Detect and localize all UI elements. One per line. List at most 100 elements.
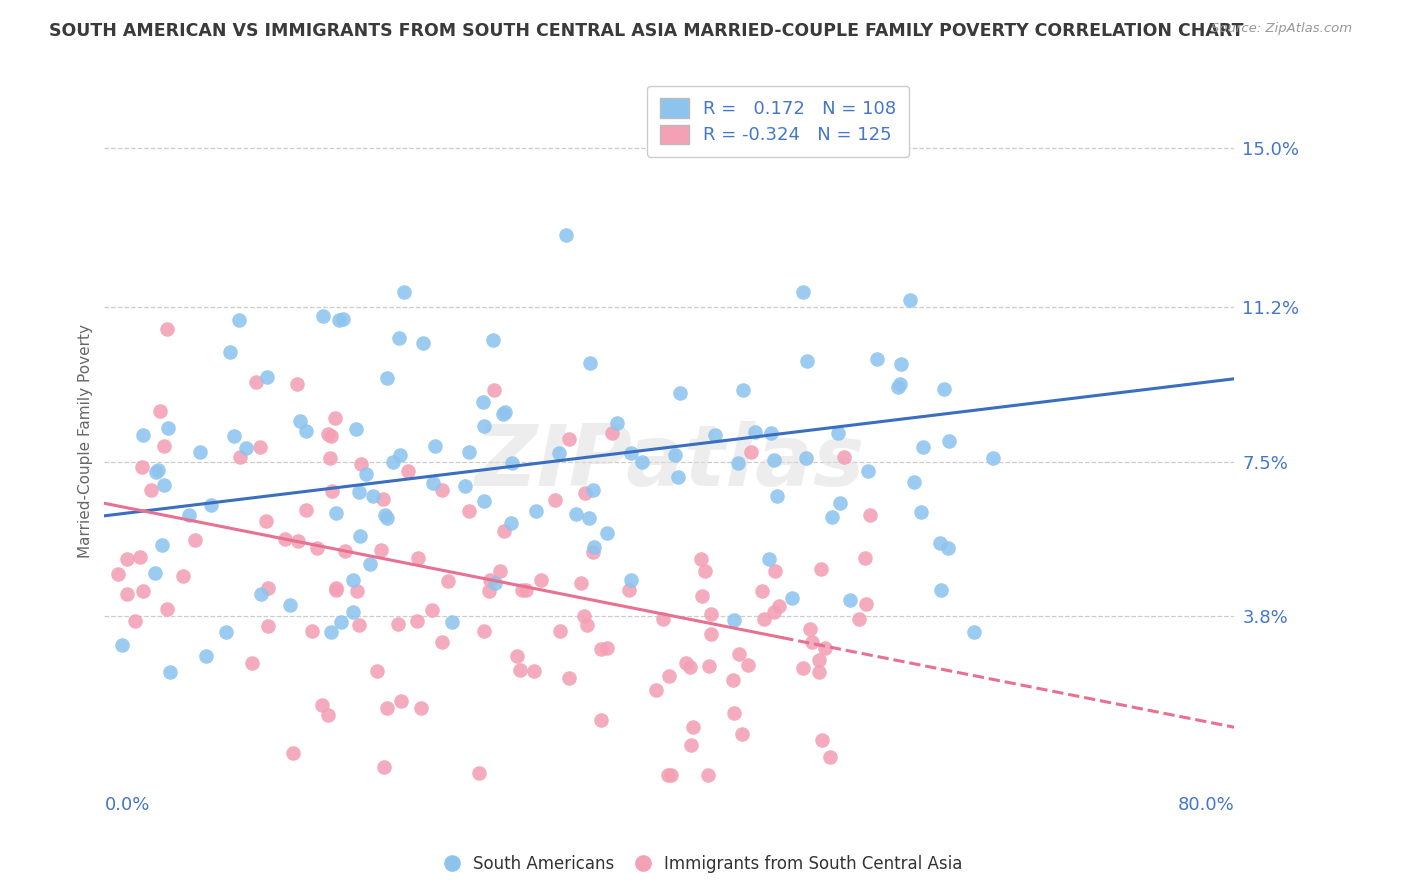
Point bbox=[349, 458, 371, 472]
Point bbox=[523, 664, 546, 678]
Point bbox=[373, 760, 395, 774]
Point bbox=[848, 612, 870, 626]
Point bbox=[387, 616, 409, 631]
Point bbox=[780, 591, 803, 605]
Point bbox=[499, 516, 522, 530]
Point bbox=[145, 465, 167, 479]
Text: Source: ZipAtlas.com: Source: ZipAtlas.com bbox=[1212, 22, 1353, 36]
Point bbox=[494, 524, 516, 539]
Point bbox=[669, 385, 692, 400]
Point bbox=[832, 450, 855, 465]
Point bbox=[763, 453, 786, 467]
Point bbox=[582, 540, 605, 554]
Point bbox=[981, 450, 1004, 465]
Point bbox=[472, 624, 495, 639]
Point bbox=[763, 565, 786, 579]
Point bbox=[366, 665, 388, 679]
Point bbox=[295, 424, 318, 438]
Point bbox=[768, 599, 790, 613]
Point bbox=[256, 581, 278, 595]
Point bbox=[526, 503, 548, 517]
Point bbox=[344, 422, 367, 436]
Point bbox=[124, 614, 146, 628]
Point bbox=[723, 613, 745, 627]
Point bbox=[932, 382, 955, 396]
Point bbox=[319, 450, 342, 465]
Point bbox=[454, 479, 477, 493]
Point bbox=[578, 356, 600, 370]
Point bbox=[249, 440, 271, 454]
Point bbox=[354, 467, 377, 481]
Point bbox=[853, 551, 876, 566]
Point bbox=[235, 441, 257, 455]
Point bbox=[754, 612, 776, 626]
Point bbox=[645, 682, 668, 697]
Point bbox=[195, 649, 218, 664]
Point bbox=[481, 333, 503, 347]
Point bbox=[316, 708, 339, 723]
Point bbox=[731, 384, 754, 398]
Point bbox=[558, 671, 581, 685]
Point bbox=[488, 564, 510, 578]
Point bbox=[411, 701, 433, 715]
Point bbox=[156, 322, 179, 336]
Point bbox=[288, 414, 311, 428]
Point bbox=[200, 498, 222, 512]
Point bbox=[274, 533, 297, 547]
Point bbox=[328, 313, 350, 327]
Point bbox=[177, 508, 200, 522]
Point bbox=[723, 673, 745, 687]
Point bbox=[422, 475, 444, 490]
Point bbox=[565, 507, 588, 521]
Point bbox=[658, 669, 681, 683]
Point bbox=[329, 615, 352, 629]
Point bbox=[370, 543, 392, 558]
Point bbox=[591, 642, 613, 657]
Point bbox=[890, 357, 912, 371]
Point bbox=[323, 410, 346, 425]
Point bbox=[215, 625, 238, 640]
Point bbox=[492, 407, 515, 421]
Point bbox=[342, 573, 364, 587]
Point bbox=[544, 493, 567, 508]
Point bbox=[382, 455, 405, 469]
Point bbox=[652, 612, 675, 626]
Point bbox=[115, 587, 138, 601]
Point bbox=[578, 510, 600, 524]
Point bbox=[249, 586, 271, 600]
Point bbox=[333, 543, 356, 558]
Point bbox=[620, 446, 643, 460]
Point bbox=[596, 640, 619, 655]
Point bbox=[903, 475, 925, 489]
Point bbox=[762, 605, 785, 619]
Point bbox=[820, 749, 842, 764]
Point bbox=[359, 558, 381, 572]
Point bbox=[576, 617, 599, 632]
Point bbox=[807, 665, 830, 680]
Point bbox=[800, 635, 823, 649]
Point bbox=[728, 647, 751, 661]
Point bbox=[910, 505, 932, 519]
Point bbox=[814, 640, 837, 655]
Point bbox=[437, 574, 460, 588]
Point bbox=[704, 427, 727, 442]
Point bbox=[600, 425, 623, 440]
Point bbox=[727, 457, 749, 471]
Point bbox=[574, 486, 596, 500]
Text: SOUTH AMERICAN VS IMMIGRANTS FROM SOUTH CENTRAL ASIA MARRIED-COUPLE FAMILY POVER: SOUTH AMERICAN VS IMMIGRANTS FROM SOUTH … bbox=[49, 22, 1244, 40]
Text: 80.0%: 80.0% bbox=[1177, 796, 1234, 814]
Point bbox=[664, 448, 686, 462]
Point bbox=[430, 635, 453, 649]
Point bbox=[700, 626, 723, 640]
Point bbox=[581, 545, 603, 559]
Point bbox=[412, 336, 434, 351]
Point bbox=[858, 464, 880, 478]
Point bbox=[681, 738, 703, 752]
Point bbox=[149, 403, 172, 417]
Point bbox=[131, 459, 153, 474]
Point bbox=[132, 584, 155, 599]
Point bbox=[886, 380, 908, 394]
Point bbox=[512, 583, 534, 598]
Point bbox=[375, 511, 398, 525]
Point bbox=[606, 416, 628, 430]
